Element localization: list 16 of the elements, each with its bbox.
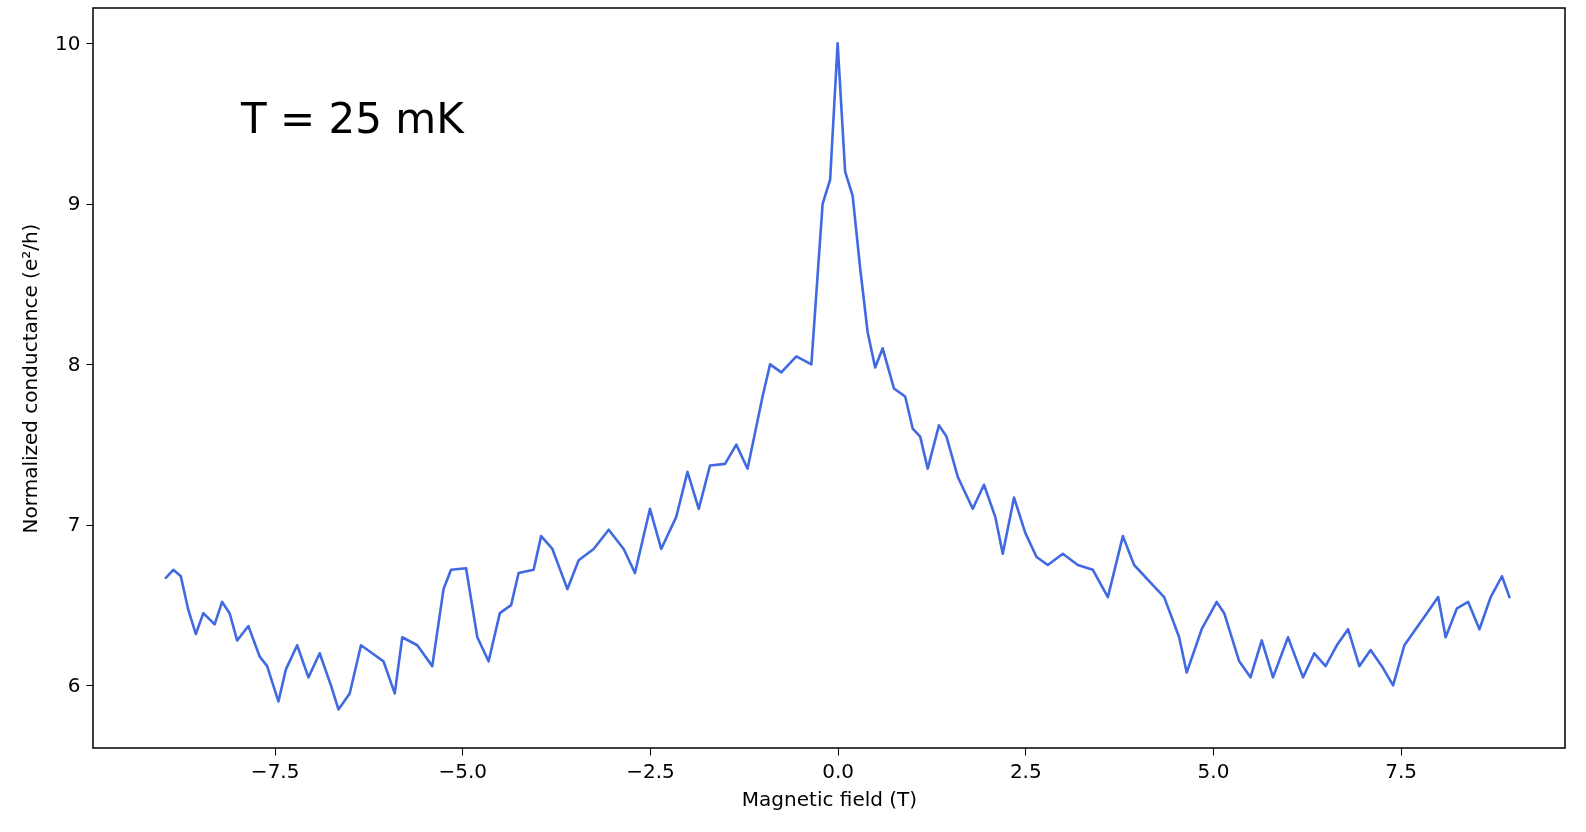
y-tick-label: 10 xyxy=(55,30,81,55)
y-tick-label: 7 xyxy=(67,512,81,537)
y-tick-label: 8 xyxy=(67,351,81,376)
x-tick-label: −2.5 xyxy=(626,758,675,783)
annotation: T = 25 mK xyxy=(240,94,466,143)
x-tick-label: 7.5 xyxy=(1385,758,1418,783)
y-axis-title: Normalized conductance (e²/h) xyxy=(18,223,43,534)
y-tick-label: 9 xyxy=(67,191,81,216)
x-tick-label: 5.0 xyxy=(1197,758,1230,783)
x-axis-title: Magnetic field (T) xyxy=(741,786,918,811)
x-tick-label: −7.5 xyxy=(250,758,300,783)
x-tick-label: −5.0 xyxy=(438,758,488,783)
x-tick-label: 2.5 xyxy=(1009,758,1042,783)
line-series xyxy=(164,42,1511,711)
x-tick-label: 0.0 xyxy=(822,758,855,783)
y-tick-label: 6 xyxy=(67,672,81,697)
